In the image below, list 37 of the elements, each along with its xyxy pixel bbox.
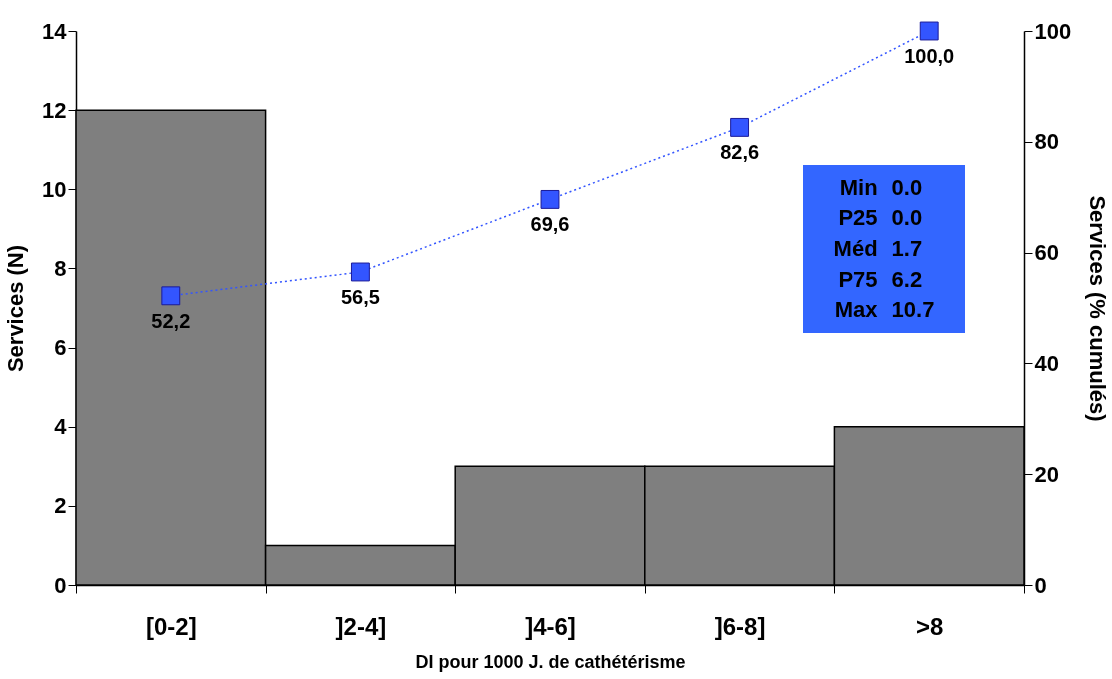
y-tick-label: 6 [54,335,67,361]
y2-axis-title: Services (% cumulés) [1085,195,1111,422]
x-tick-label: ]6-8] [714,612,766,640]
data-label: 69,6 [530,213,570,236]
x-tick-label: ]4-6] [525,612,576,640]
data-label: 56,5 [340,285,380,308]
x-tick-label: [0-2] [145,612,197,640]
annotation: Min 0.0 [838,174,924,201]
y-tick-label: 4 [54,414,68,440]
y-tick-label: 2 [54,493,67,519]
point [730,117,750,137]
y-tick-label: 12 [42,97,67,123]
point [919,21,939,41]
y-tick-label: 14 [42,18,68,44]
point [540,189,560,209]
data-label: 100,0 [904,45,955,67]
annotation: Max 10.7 [833,297,936,324]
y2-tick-label: 0 [1034,572,1047,598]
y-tick-label: 0 [54,572,67,598]
point [350,262,370,282]
data-label: 52,2 [151,309,191,332]
annotation: P75 6.2 [837,266,924,293]
y-tick-label: 10 [42,176,67,202]
data-label: 82,6 [720,141,760,164]
x-axis-title: DI pour 1000 J. de cathétérisme [415,651,686,672]
annotation: P25 0.0 [837,205,924,232]
x-tick-label: >8 [916,612,944,640]
y-tick-label: 8 [54,255,67,281]
point [161,286,181,306]
y2-tick-label: 20 [1034,461,1059,487]
y2-tick-label: 100 [1034,18,1072,44]
x-tick-label: ]2-4] [335,612,387,640]
y2-tick-label: 60 [1034,240,1059,266]
y-axis-title: Services (N) [3,244,29,373]
y2-tick-label: 40 [1034,350,1059,376]
y2-tick-label: 80 [1034,129,1059,155]
annotation: Méd 1.7 [832,235,924,262]
